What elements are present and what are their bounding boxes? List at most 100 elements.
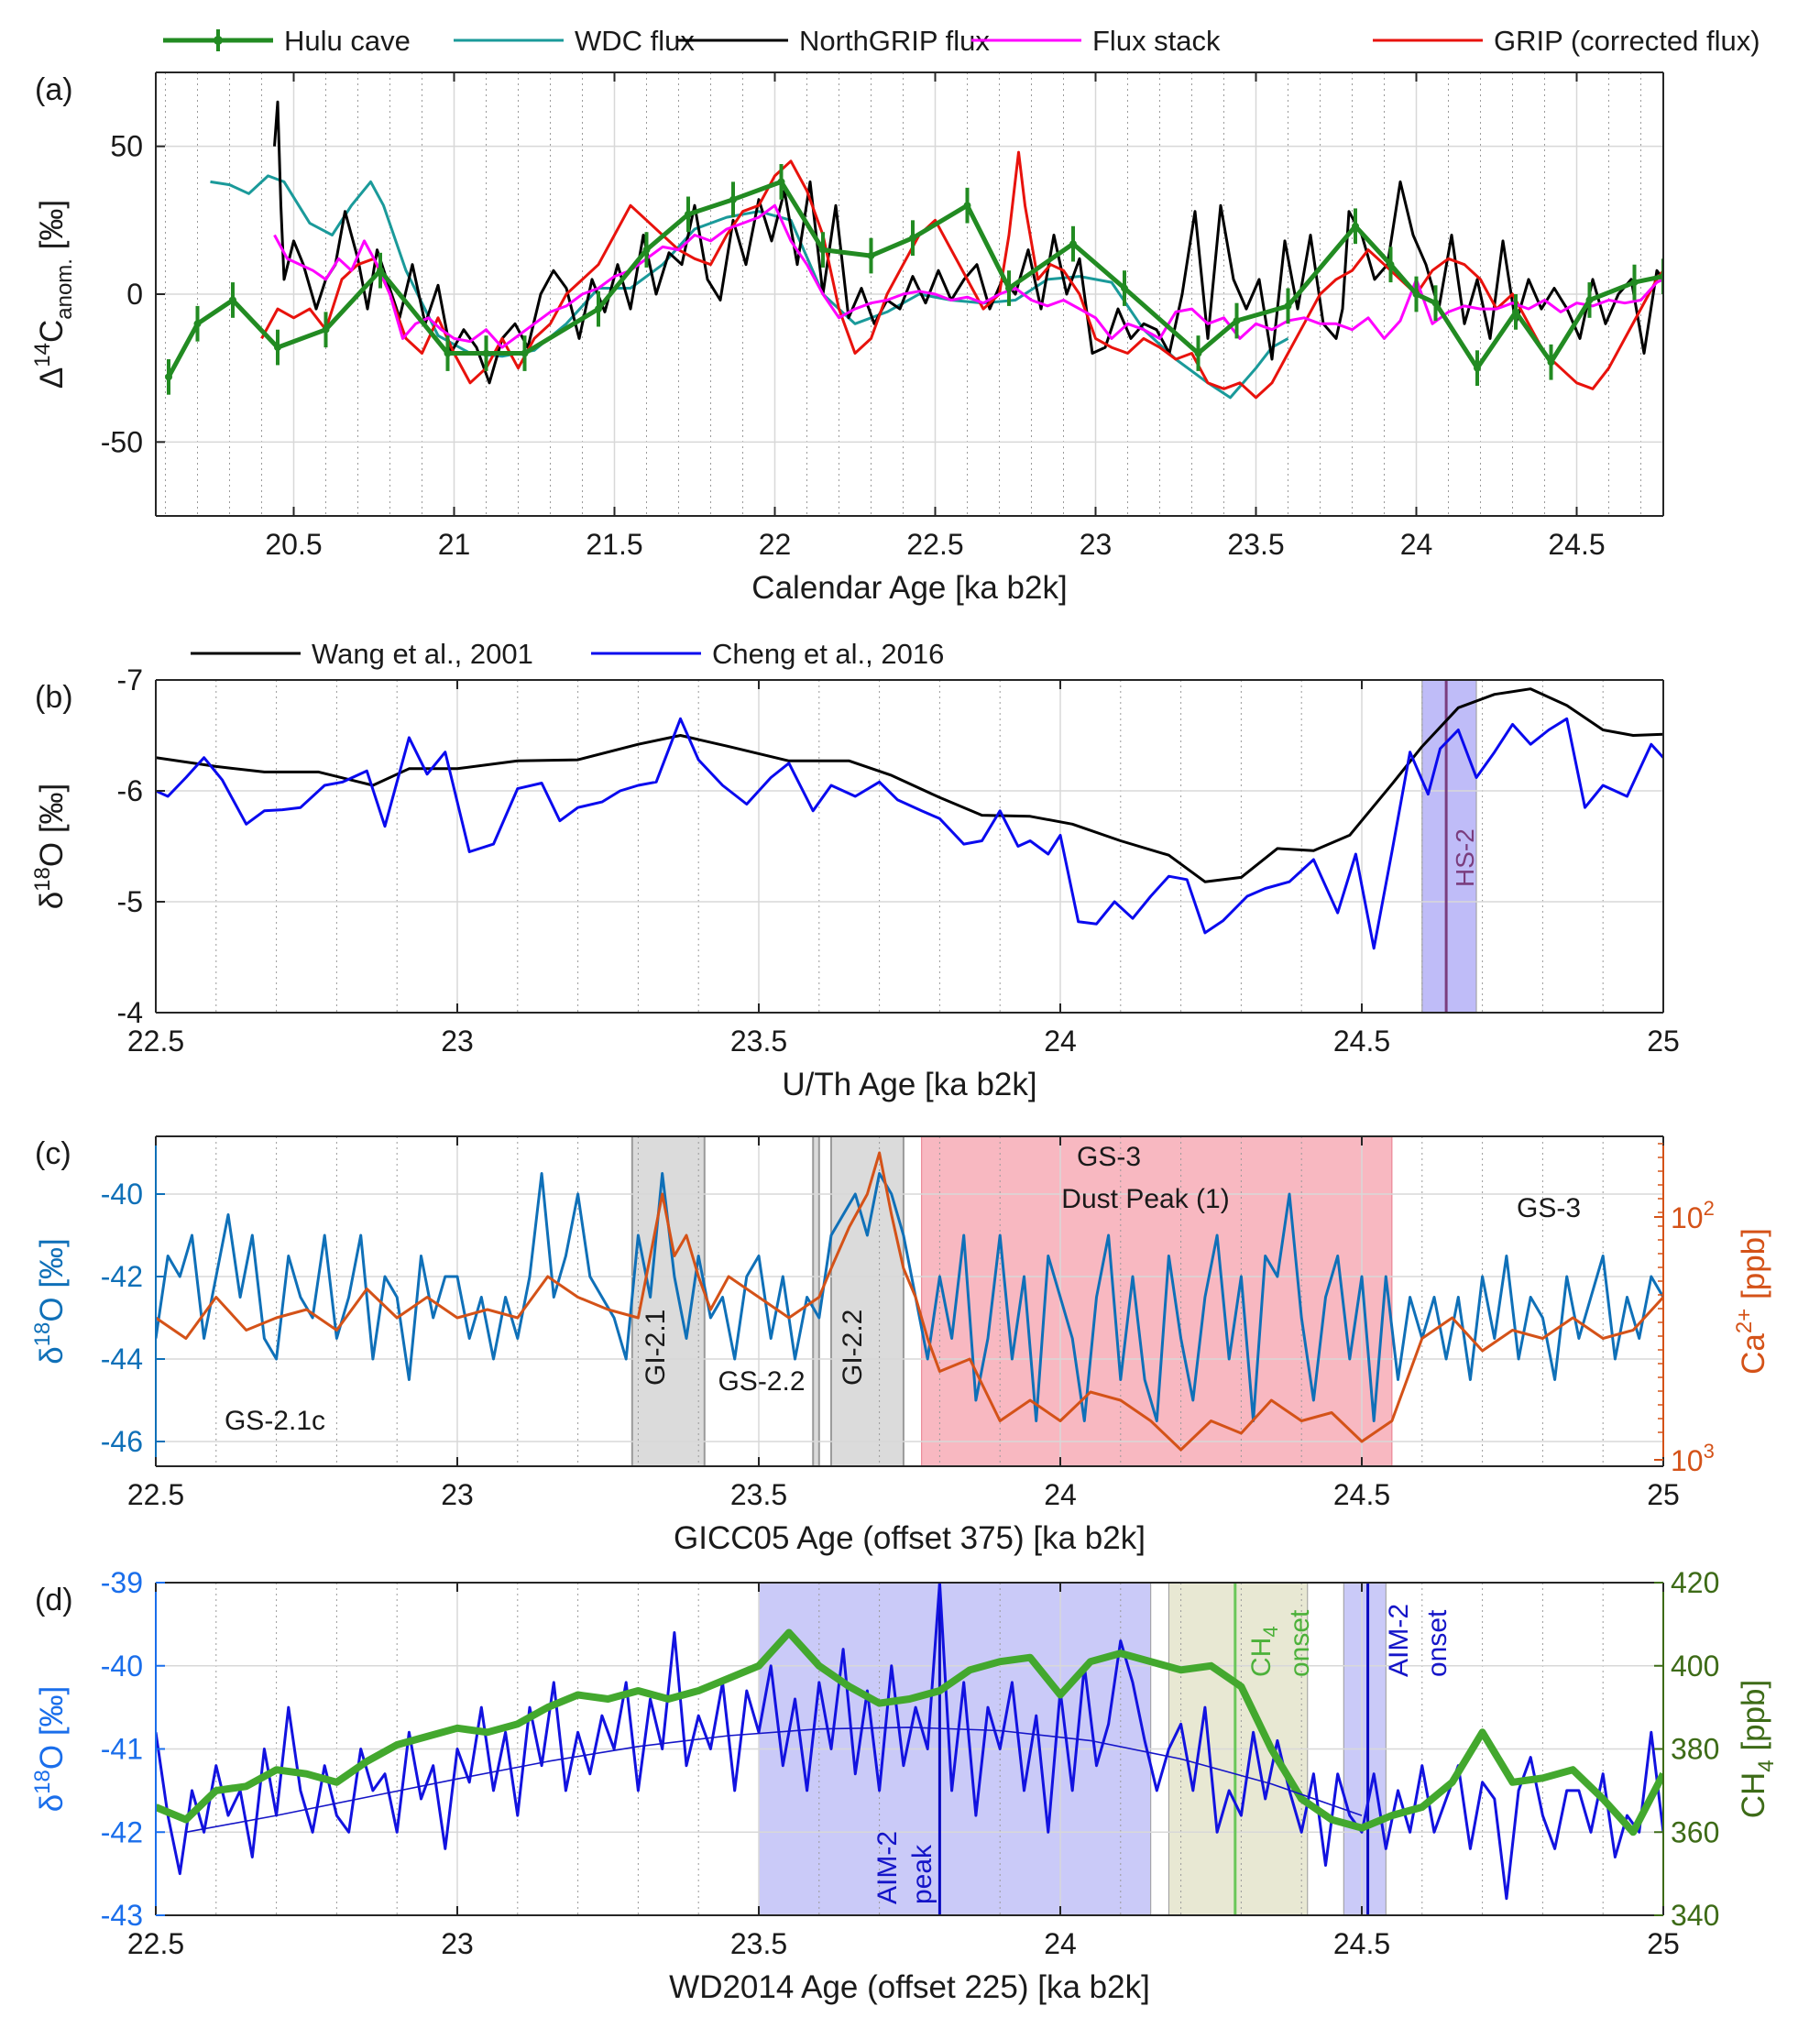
annotation: GS-2.2 [718, 1366, 805, 1397]
data-point [1547, 358, 1555, 367]
y-tick-label: -5 [117, 885, 143, 918]
y2-tick-label: 380 [1671, 1733, 1719, 1766]
data-point [1474, 364, 1481, 372]
x-tick-label: 23 [441, 1025, 474, 1058]
legend-label: GRIP (corrected flux) [1494, 25, 1760, 57]
series-line [156, 687, 1663, 883]
data-point [963, 202, 971, 210]
series-line [166, 179, 1663, 378]
legend-label: NorthGRIP flux [799, 25, 990, 57]
label-part: [ppb] [1736, 1680, 1771, 1760]
data-point [685, 210, 692, 218]
label-part: 2+ [1732, 1309, 1757, 1333]
x-tick-label: 24 [1044, 1025, 1077, 1058]
label-part: [ppb] [1736, 1228, 1771, 1309]
annotation: GS-3 [1077, 1142, 1141, 1172]
data-point [867, 252, 875, 260]
series-group [165, 100, 1663, 400]
annotation: GI-2.1 [641, 1310, 671, 1386]
x-tick-label: 24.5 [1333, 1478, 1390, 1511]
y-tick-label: -44 [101, 1343, 143, 1376]
series-line [260, 150, 1663, 400]
label-part: O [34, 842, 70, 867]
y-axis-label: Δ14Canom. [‰] [30, 200, 77, 389]
x-tick-label: 24.5 [1548, 528, 1605, 561]
label-part: CH [1246, 1638, 1277, 1677]
x-tick-label: 24 [1044, 1927, 1077, 1960]
x-tick-label: 22.5 [127, 1478, 184, 1511]
x-axis-label: WD2014 Age (offset 225) [ka b2k] [669, 1969, 1150, 2005]
x-tick-label: 20.5 [265, 528, 322, 561]
y-tick-label: 50 [110, 130, 143, 163]
panel-label: (c) [35, 1136, 71, 1171]
shading-label: AIM-2 [872, 1831, 903, 1904]
y2-tick-label: 102 [1671, 1197, 1715, 1234]
label-part: O [34, 1745, 70, 1770]
legend-swatch-point [214, 36, 223, 45]
y2-tick-exponent: 2 [1704, 1197, 1715, 1220]
y-axis-label: δ18O [‰] [30, 784, 70, 910]
x-tick-label: 23.5 [730, 1927, 787, 1960]
data-point [521, 349, 529, 357]
series-group [156, 1583, 1663, 1901]
x-tick-label: 25 [1647, 1025, 1680, 1058]
panel-d: 22.5 23 23.5 24 24.5 25 -43 -42 -41 -40 -39 WD2014 … [30, 1566, 1779, 2005]
x-tick-label: 23.5 [1227, 528, 1284, 561]
y-axis-label: δ18O [‰] [30, 1686, 70, 1813]
x-tick-label: 24.5 [1333, 1025, 1390, 1058]
series-line [156, 1172, 1663, 1422]
shaded-interval [630, 1136, 706, 1466]
series-line [273, 203, 1663, 349]
data-point [1512, 308, 1519, 316]
y-tick-label: -39 [101, 1566, 143, 1599]
data-point [729, 195, 737, 203]
x-tick-label: 23.5 [730, 1478, 787, 1511]
series-line [156, 717, 1663, 950]
label-part: Δ [34, 367, 70, 389]
label-part: δ [34, 892, 70, 909]
x-tick-label: 22.5 [906, 528, 963, 561]
y2-axis-label: CH4 [ppb] [1736, 1680, 1779, 1819]
series-line [156, 1628, 1663, 1836]
y-tick-label: -6 [117, 774, 143, 807]
y2-tick-exponent: 3 [1704, 1440, 1715, 1463]
label-part: 18 [30, 1770, 55, 1794]
label-part: [‰] [34, 1238, 70, 1297]
shading-label: onset [1285, 1609, 1315, 1677]
x-tick-label: 25 [1647, 1478, 1680, 1511]
x-axis-label: Calendar Age [ka b2k] [751, 570, 1067, 606]
shading-label: peak [907, 1844, 937, 1904]
label-part: Ca [1736, 1333, 1771, 1375]
x-tick-label: 22.5 [127, 1025, 184, 1058]
data-point [377, 267, 384, 275]
series-line [210, 174, 1289, 400]
data-point [274, 344, 281, 352]
y-tick-label: -43 [101, 1899, 143, 1932]
shading-label: CH4 [1246, 1626, 1282, 1677]
x-tick-label: 24 [1400, 528, 1433, 561]
x-tick-label: 22 [759, 528, 792, 561]
x-tick-label: 23 [441, 1478, 474, 1511]
data-point [909, 234, 916, 242]
y-tick-label: -50 [101, 425, 143, 458]
data-point [1233, 317, 1241, 325]
legend-label: Cheng et al., 2016 [712, 638, 944, 670]
label-part: O [34, 1297, 70, 1321]
y-tick-label: -41 [101, 1733, 143, 1766]
data-point [193, 320, 202, 328]
series-line [185, 1727, 1363, 1834]
data-point [642, 246, 651, 254]
annotation: Dust Peak (1) [1061, 1184, 1229, 1214]
legend-label: Wang et al., 2001 [312, 638, 533, 670]
y2-tick-label: 400 [1671, 1650, 1719, 1683]
y-tick-label: -4 [117, 996, 143, 1029]
x-tick-label: 24 [1044, 1478, 1077, 1511]
data-point [1121, 284, 1128, 292]
annotation: GS-3 [1517, 1193, 1581, 1223]
legend-label: Flux stack [1092, 25, 1221, 57]
label-part: [‰] [34, 784, 70, 842]
shaded-interval [829, 1136, 905, 1466]
data-point [777, 178, 785, 186]
